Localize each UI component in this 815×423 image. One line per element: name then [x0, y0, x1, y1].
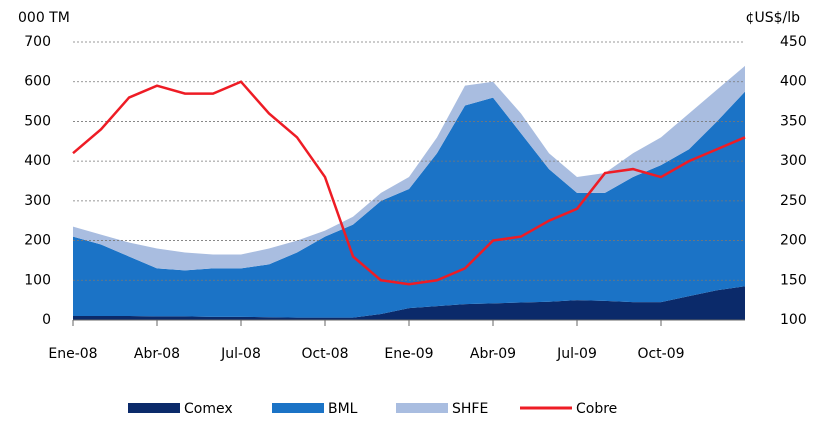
y-tick-label: 0: [42, 312, 51, 328]
y2-tick-label: 200: [780, 233, 807, 249]
y-tick-label: 400: [24, 153, 51, 169]
y2-tick-label: 300: [780, 153, 807, 169]
area: [73, 65, 745, 271]
y-tick-label: 100: [24, 272, 51, 288]
y2-tick-label: 400: [780, 74, 807, 90]
legend-swatch: [396, 403, 448, 413]
legend-label: SHFE: [452, 401, 488, 417]
x-tick-label: Jul-09: [556, 346, 597, 362]
legend-label: BML: [328, 401, 358, 417]
x-tick-label: Abr-08: [134, 346, 180, 362]
y-tick-label: 700: [24, 34, 51, 50]
y-axis-title: 000 TM: [18, 10, 70, 26]
y2-tick-label: 450: [780, 34, 807, 50]
x-tick-label: Oct-08: [301, 346, 348, 362]
area: [73, 91, 745, 318]
x-tick-label: Ene-08: [48, 346, 97, 362]
y2-tick-label: 100: [780, 312, 807, 328]
y2-tick-label: 150: [780, 272, 807, 288]
legend-label: Comex: [184, 401, 233, 417]
y2-tick-label: 350: [780, 113, 807, 129]
legend-label: Cobre: [576, 401, 617, 417]
y-tick-label: 200: [24, 233, 51, 249]
legend-swatch: [128, 403, 180, 413]
x-tick-label: Ene-09: [384, 346, 433, 362]
y2-tick-label: 250: [780, 193, 807, 209]
y-tick-label: 600: [24, 74, 51, 90]
line: [72, 80, 746, 286]
x-tick-label: Abr-09: [470, 346, 516, 362]
y-tick-label: 300: [24, 193, 51, 209]
area: [73, 286, 745, 320]
x-tick-label: Oct-09: [637, 346, 684, 362]
x-tick-label: Jul-08: [220, 346, 261, 362]
legend-swatch: [272, 403, 324, 413]
y-tick-label: 500: [24, 113, 51, 129]
y2-axis-title: ¢US$/lb: [746, 10, 801, 26]
